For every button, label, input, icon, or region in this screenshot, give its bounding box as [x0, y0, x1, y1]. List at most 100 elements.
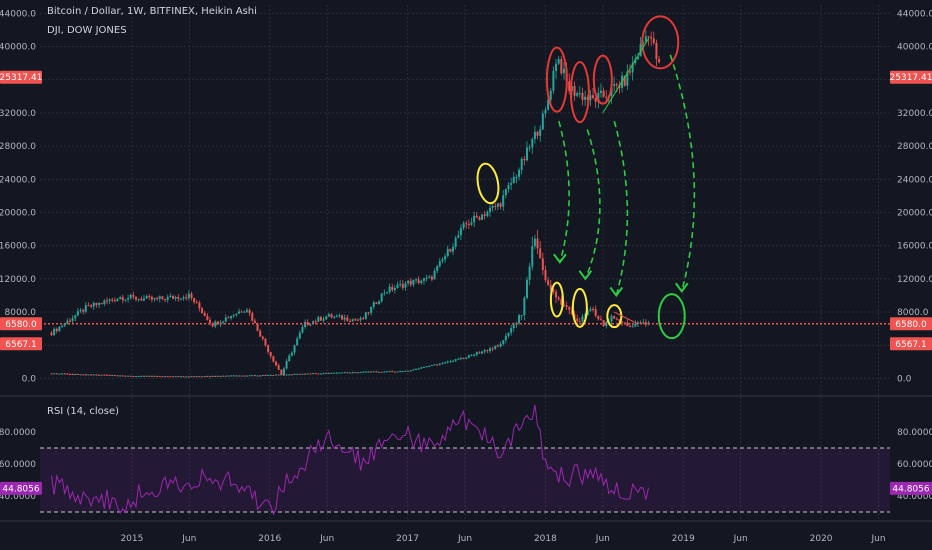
btc-candle-body	[50, 373, 53, 375]
btc-candle-body	[277, 374, 280, 376]
dji-candle-body	[555, 63, 558, 71]
btc-candle-body	[454, 359, 457, 361]
dji-candle-body	[486, 211, 489, 216]
left-price-tick-4: 16000.0	[0, 242, 36, 252]
btc-candle-body	[433, 364, 436, 366]
green-arrow-4	[669, 54, 696, 292]
dji-candle-body	[309, 324, 312, 326]
dji-candle-body	[322, 319, 325, 321]
green-arrow-3-head	[609, 286, 624, 298]
dji-candle-body	[288, 355, 291, 362]
rsi-axis[interactable]: 40.0000 40.0000 60.0000 60.0000 80.0000 80.00…	[0, 428, 932, 502]
btc-candle-body	[557, 297, 560, 300]
dji-candle-body	[518, 169, 521, 177]
dji-candle-body	[438, 261, 441, 267]
btc-candle-body	[584, 315, 587, 317]
btc-candle-body	[599, 319, 602, 321]
right-price-tick-8: 32000.0	[897, 109, 932, 119]
dji-candle-body	[420, 280, 423, 283]
dji-candle-body	[393, 287, 396, 290]
btc-candle-body	[312, 373, 315, 375]
dji-candle-body	[216, 321, 219, 325]
dji-candle-body	[298, 332, 301, 339]
dji-candle-body	[544, 109, 547, 114]
btc-candle-body	[594, 309, 597, 316]
rsi-right-tick-1: 60.0000	[897, 460, 932, 470]
main-series-legend[interactable]: Bitcoin / Dollar, 1W, BITFINEX, Heikin A…	[47, 6, 257, 17]
dji-candle-body	[457, 235, 460, 238]
btc-candle-body	[396, 371, 399, 373]
btc-candle-body	[415, 368, 418, 370]
dji-price-tag-right: 25317.41	[890, 73, 932, 83]
dji-candle-body	[232, 315, 235, 317]
rsi-left-tick-0: 40.0000	[0, 492, 36, 502]
btc-candle-body	[269, 374, 272, 376]
dji-candle-body	[280, 369, 283, 375]
btc-candle-body	[544, 269, 547, 281]
drawing-annotations[interactable]	[475, 15, 696, 340]
btc-candle-body	[629, 326, 632, 328]
rsi-value-tag-left: 44.8056	[2, 484, 39, 494]
dji-candle-body	[652, 38, 655, 44]
btc-candle-body	[100, 374, 103, 376]
btc-candle-body	[172, 376, 175, 378]
btc-candle-body	[325, 372, 328, 374]
dji-candle-body	[50, 332, 53, 336]
dji-candle-body	[238, 311, 241, 314]
dji-candle-body	[327, 314, 330, 317]
compare-series-legend[interactable]: DJI, DOW JONES	[47, 25, 127, 36]
btc-candle-body	[570, 309, 573, 315]
time-axis[interactable]: 2015 Jun 2016 Jun 2017 Jun 2018 Jun 2019 Jun 2020 J…	[0, 520, 932, 544]
btc-candle-body	[206, 376, 209, 378]
btc-candle-body	[489, 348, 492, 351]
dji-candle-body	[272, 356, 275, 362]
btc-candle-body	[121, 375, 124, 377]
dji-candle-body	[385, 292, 388, 294]
time-tick-2: 2016	[258, 534, 281, 544]
btc-candle-body	[428, 365, 431, 367]
dji-candle-body	[119, 297, 122, 299]
btc-candle-body	[467, 355, 470, 358]
dji-candle-body	[177, 296, 180, 299]
dji-candle-body	[166, 296, 169, 301]
dji-candle-body	[140, 298, 143, 301]
btc-candle-body	[156, 375, 159, 377]
dji-candle-body	[208, 319, 211, 324]
red-circle-4	[641, 15, 680, 70]
dji-candle-body	[536, 131, 539, 136]
btc-candle-body	[137, 376, 140, 378]
time-tick-6: 2018	[534, 534, 557, 544]
btc-candle-body	[211, 375, 214, 377]
dji-candle-body	[314, 321, 317, 323]
btc-candle-body	[441, 362, 444, 364]
dji-candle-body	[528, 147, 531, 149]
rsi-line	[51, 404, 649, 516]
dji-candle-body	[124, 299, 127, 301]
btc-candle-body	[341, 372, 344, 374]
btc-candle-body	[330, 372, 333, 374]
dji-candle-body	[396, 284, 399, 288]
right-price-tick-11: 44000.0	[897, 9, 932, 19]
dji-price-tag-left-bg	[0, 70, 42, 84]
rsi-band-area	[40, 447, 890, 513]
btc-candle-body	[235, 375, 238, 377]
dji-candle-body	[161, 296, 164, 299]
right-price-tick-2: 8000.0	[897, 308, 929, 318]
dji-candle-body	[512, 176, 515, 184]
dji-candle-body	[359, 318, 362, 321]
dji-candle-body	[235, 313, 238, 316]
rsi-legend[interactable]: RSI (14, close)	[47, 406, 120, 417]
dji-candle-body	[362, 318, 365, 320]
dji-candle-body	[108, 299, 111, 301]
btc-candle-body	[399, 371, 402, 373]
btc-candle-body	[385, 371, 388, 373]
btc-candle-body	[605, 321, 608, 326]
dji-candle-body	[383, 292, 386, 294]
dji-candle-body	[61, 325, 64, 327]
btc-candle-body	[412, 369, 415, 371]
dji-candle-body	[449, 248, 452, 252]
btc-candle-body	[63, 373, 66, 375]
left-price-tick-7: 28000.0	[0, 142, 36, 152]
dji-candle-body	[348, 320, 351, 322]
